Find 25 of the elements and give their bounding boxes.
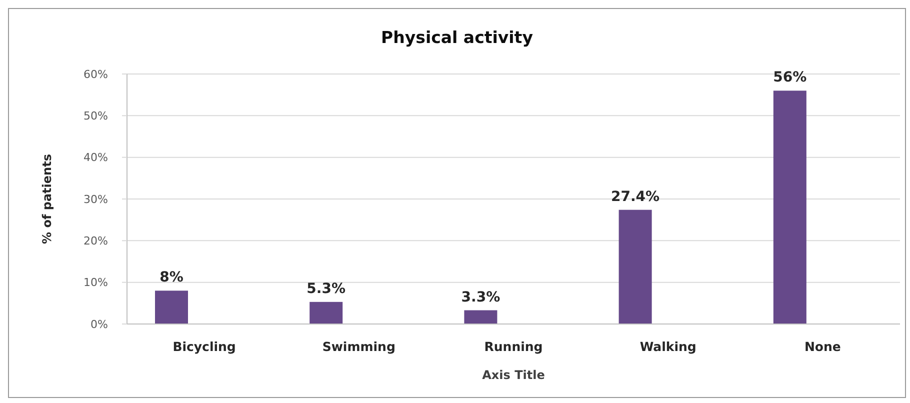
chart-title: Physical activity — [380, 28, 534, 48]
x-tick-label: Bicycling — [172, 338, 236, 354]
x-tick-label: Swimming — [322, 338, 396, 354]
y-tick-label: 60% — [84, 68, 108, 81]
y-tick-label: 40% — [84, 151, 108, 164]
bar — [155, 290, 188, 324]
bar — [464, 310, 498, 324]
data-label: 5.3% — [306, 280, 346, 297]
y-tick-label: 50% — [84, 110, 108, 123]
x-tick-label: None — [804, 338, 841, 354]
data-label: 8% — [160, 270, 184, 286]
data-label: 27.4% — [611, 188, 660, 205]
data-label: 56% — [773, 70, 807, 86]
bar — [773, 90, 806, 324]
y-tick-label: 0% — [90, 318, 108, 331]
data-label: 3.3% — [461, 289, 500, 306]
bar — [618, 210, 652, 324]
y-tick-label: 30% — [84, 192, 108, 206]
x-axis-title: Axis Title — [482, 368, 545, 382]
bar — [310, 302, 343, 324]
y-tick-label: 10% — [84, 276, 108, 290]
y-axis-title: % of patients — [40, 154, 54, 244]
x-tick-label: Running — [484, 338, 543, 354]
x-tick-label: Walking — [640, 338, 696, 354]
y-tick-label: 20% — [84, 234, 108, 248]
